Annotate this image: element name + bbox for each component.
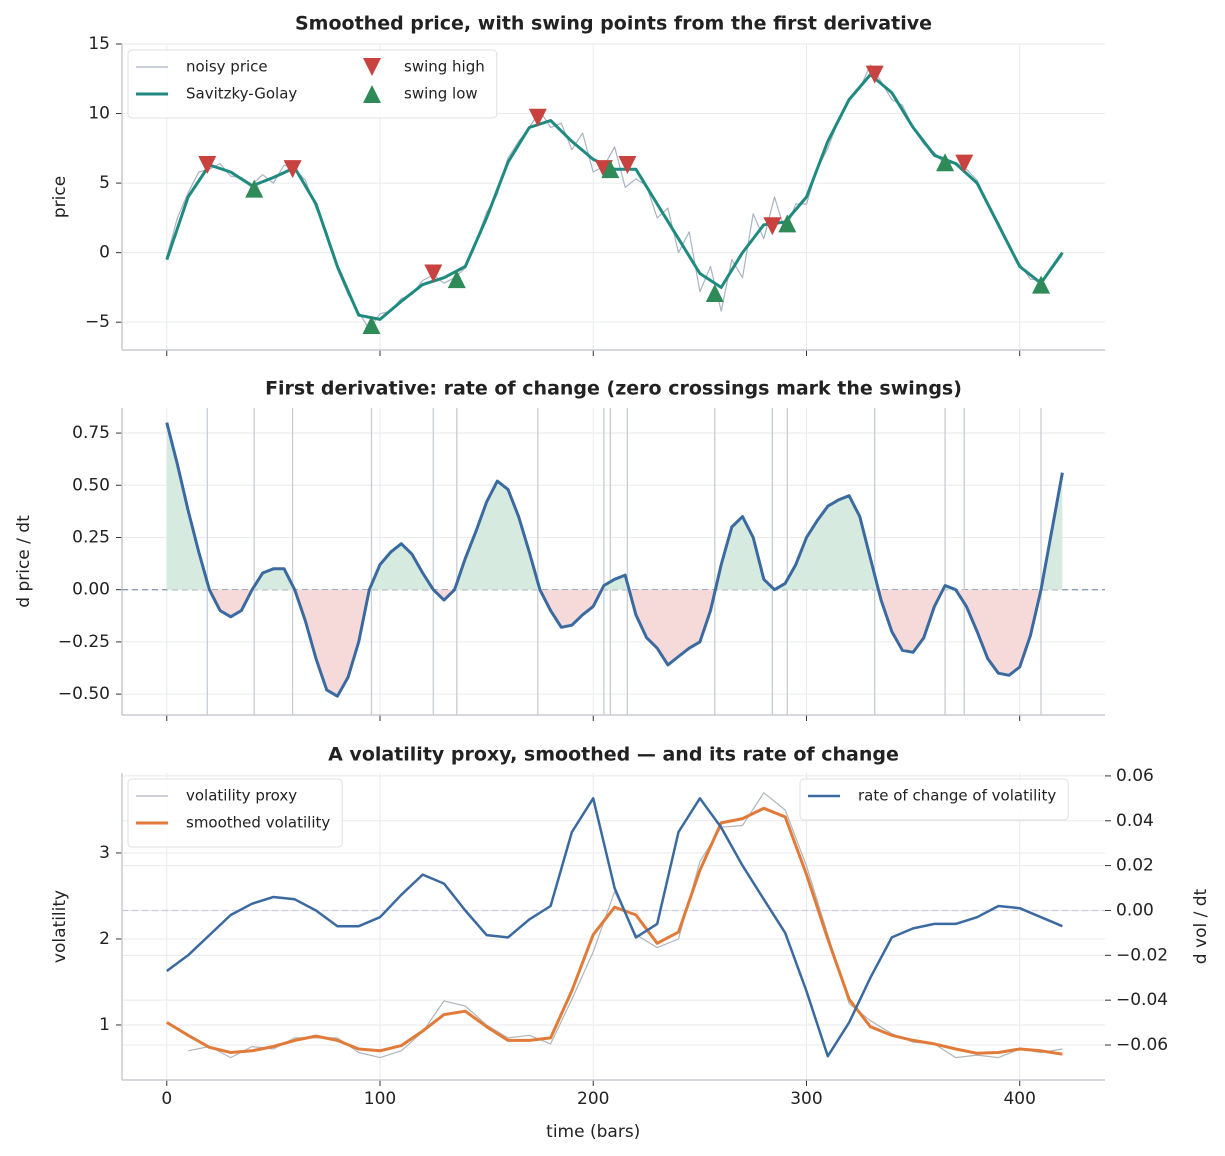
y-tick-label: 0 bbox=[99, 243, 110, 263]
swing-marker bbox=[362, 315, 381, 334]
y-tick-label: 10 bbox=[88, 104, 110, 124]
legend-label: swing low bbox=[404, 85, 478, 103]
legend-box bbox=[127, 49, 498, 119]
y-tick-label: 1 bbox=[99, 1015, 110, 1035]
plot-area bbox=[122, 792, 1105, 1059]
y-tick-label: 3 bbox=[99, 843, 110, 863]
x-tick-label: 300 bbox=[790, 1089, 822, 1109]
y-axis-label: price bbox=[50, 176, 70, 218]
y2-axis-label: d vol / dt bbox=[1191, 888, 1211, 964]
x-tick-label: 0 bbox=[161, 1089, 172, 1109]
line bbox=[166, 797, 1063, 1058]
y-tick-label: 0.75 bbox=[72, 423, 110, 443]
y-tick-label: 0.00 bbox=[72, 580, 110, 600]
legend-marker bbox=[363, 58, 381, 76]
swing-marker bbox=[763, 217, 782, 236]
swing-marker bbox=[283, 160, 302, 179]
area-positive bbox=[166, 422, 1063, 590]
panel-title: Smoothed price, with swing points from t… bbox=[295, 13, 932, 35]
y-tick-label: 0.25 bbox=[72, 527, 110, 547]
x-tick-label: 400 bbox=[1003, 1089, 1035, 1109]
swing-marker bbox=[936, 153, 955, 172]
legend-box bbox=[799, 778, 1069, 821]
y-axis-label: volatility bbox=[50, 890, 70, 963]
y-tick-label: 15 bbox=[88, 34, 110, 54]
swing-marker bbox=[1032, 275, 1051, 294]
legend: volatility proxy smoothed volatility bbox=[127, 778, 343, 848]
swing-marker bbox=[198, 156, 217, 175]
plot-area bbox=[122, 408, 1105, 715]
legend: rate of change of volatility bbox=[799, 778, 1069, 821]
y-tick-label: 2 bbox=[99, 929, 110, 949]
y-tick-label: 5 bbox=[99, 173, 110, 193]
y2-tick-label: −0.04 bbox=[1116, 990, 1168, 1010]
y2-tick-label: −0.06 bbox=[1116, 1035, 1168, 1055]
panel: Smoothed price, with swing points from t… bbox=[50, 13, 1105, 356]
swing-marker bbox=[447, 270, 466, 289]
y-tick-label: −0.50 bbox=[58, 684, 110, 704]
legend-label: noisy price bbox=[186, 58, 268, 76]
y-tick-label: 0.50 bbox=[72, 475, 110, 495]
swing-marker bbox=[528, 108, 547, 127]
x-axis-label: time (bars) bbox=[546, 1122, 640, 1142]
legend-marker bbox=[363, 85, 381, 103]
y2-tick-label: 0.00 bbox=[1116, 900, 1154, 920]
swing-marker bbox=[705, 283, 724, 302]
legend-label: smoothed volatility bbox=[186, 814, 330, 832]
swing-marker bbox=[778, 214, 797, 233]
y2-tick-label: −0.02 bbox=[1116, 945, 1168, 965]
legend: noisy price Savitzky-Golay swing high swing… bbox=[127, 49, 498, 119]
swing-marker bbox=[955, 154, 974, 173]
panel-title: A volatility proxy, smoothed — and its r… bbox=[328, 744, 899, 766]
swing-marker bbox=[245, 179, 264, 198]
swing-marker bbox=[618, 156, 637, 175]
y2-tick-label: 0.02 bbox=[1116, 856, 1154, 876]
panel-title: First derivative: rate of change (zero c… bbox=[265, 378, 962, 400]
legend-box bbox=[127, 778, 343, 848]
legend-label: volatility proxy bbox=[186, 787, 297, 805]
legend-label: rate of change of volatility bbox=[858, 787, 1056, 805]
x-tick-label: 200 bbox=[577, 1089, 609, 1109]
y-axis-label: d price / dt bbox=[14, 515, 34, 608]
x-tick-label: 100 bbox=[364, 1089, 396, 1109]
y2-tick-label: 0.06 bbox=[1116, 766, 1154, 786]
line bbox=[165, 422, 1064, 698]
swing-marker bbox=[865, 65, 884, 84]
swing-marker bbox=[601, 160, 620, 179]
area-negative bbox=[166, 589, 1063, 697]
y-tick-label: −0.25 bbox=[58, 632, 110, 652]
legend-label: swing high bbox=[404, 58, 485, 76]
legend-label: Savitzky-Golay bbox=[186, 85, 297, 103]
line bbox=[166, 806, 1063, 1056]
y-tick-label: −5 bbox=[85, 312, 110, 332]
panel: First derivative: rate of change (zero c… bbox=[14, 378, 1105, 721]
y2-tick-label: 0.04 bbox=[1116, 811, 1154, 831]
panel: A volatility proxy, smoothed — and its r… bbox=[50, 744, 1211, 1143]
swing-marker bbox=[424, 264, 443, 283]
